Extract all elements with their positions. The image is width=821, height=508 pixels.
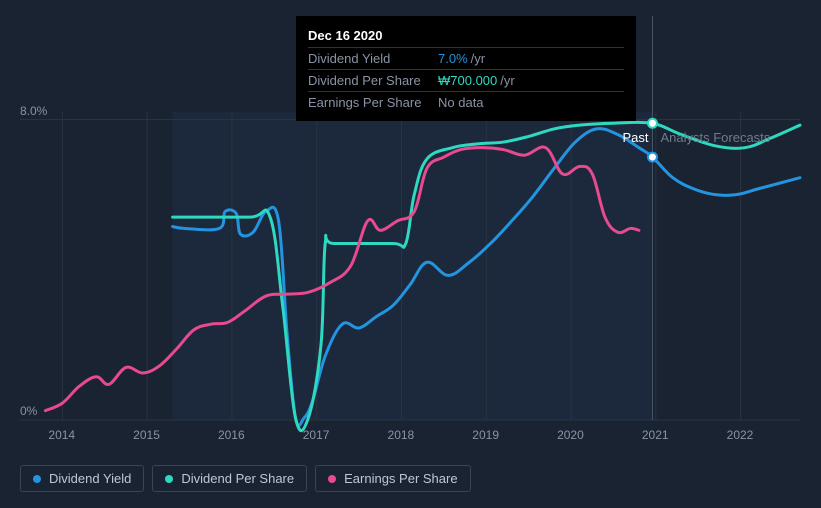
dividend-chart: Dec 16 2020 Dividend Yield7.0%/yrDividen… bbox=[0, 0, 821, 508]
legend-dot bbox=[33, 475, 41, 483]
tooltip-row: Dividend Yield7.0%/yr bbox=[308, 47, 624, 69]
x-axis-label: 2018 bbox=[388, 428, 415, 442]
legend-label: Dividend Per Share bbox=[181, 471, 294, 486]
x-axis-label: 2015 bbox=[133, 428, 160, 442]
x-axis-label: 2016 bbox=[218, 428, 245, 442]
tooltip-row: Earnings Per ShareNo data bbox=[308, 91, 624, 113]
y-axis-label: 8.0% bbox=[20, 104, 47, 118]
tooltip-value: ₩700.000 bbox=[438, 73, 497, 88]
x-axis-label: 2022 bbox=[727, 428, 754, 442]
tooltip-unit: /yr bbox=[471, 51, 485, 66]
tooltip-date: Dec 16 2020 bbox=[308, 24, 624, 47]
x-axis-label: 2017 bbox=[303, 428, 330, 442]
y-axis-label: 0% bbox=[20, 404, 37, 418]
legend-item[interactable]: Earnings Per Share bbox=[315, 465, 470, 492]
legend-label: Dividend Yield bbox=[49, 471, 131, 486]
forecast-label: Analysts Forecasts bbox=[660, 130, 770, 145]
chart-tooltip: Dec 16 2020 Dividend Yield7.0%/yrDividen… bbox=[296, 16, 636, 121]
legend-item[interactable]: Dividend Yield bbox=[20, 465, 144, 492]
legend-item[interactable]: Dividend Per Share bbox=[152, 465, 307, 492]
tooltip-label: Dividend Yield bbox=[308, 51, 438, 66]
legend-dot bbox=[328, 475, 336, 483]
x-axis-label: 2020 bbox=[557, 428, 584, 442]
legend-label: Earnings Per Share bbox=[344, 471, 457, 486]
tooltip-unit: /yr bbox=[500, 73, 514, 88]
x-axis-label: 2021 bbox=[642, 428, 669, 442]
legend-dot bbox=[165, 475, 173, 483]
tooltip-value: 7.0% bbox=[438, 51, 468, 66]
tooltip-row: Dividend Per Share₩700.000/yr bbox=[308, 69, 624, 91]
x-axis-label: 2019 bbox=[472, 428, 499, 442]
chart-legend: Dividend Yield Dividend Per Share Earnings… bbox=[20, 465, 471, 492]
tooltip-value: No data bbox=[438, 95, 484, 110]
x-axis-label: 2014 bbox=[48, 428, 75, 442]
tooltip-label: Earnings Per Share bbox=[308, 95, 438, 110]
tooltip-label: Dividend Per Share bbox=[308, 73, 438, 88]
past-label: Past bbox=[622, 130, 648, 145]
